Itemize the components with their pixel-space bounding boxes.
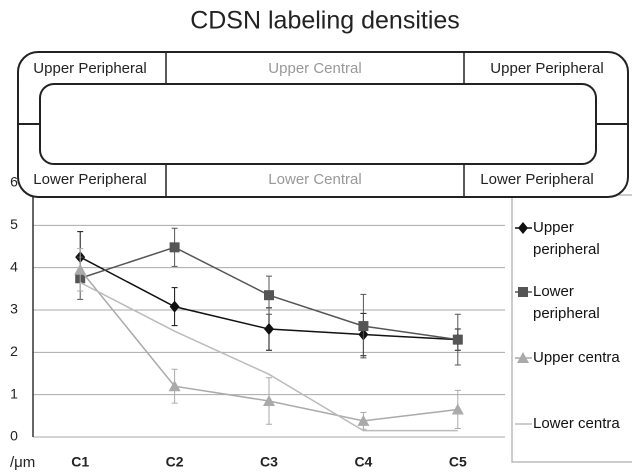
chart-title: CDSN labeling densities	[190, 7, 460, 35]
point	[452, 403, 464, 414]
legend-label: Lower peripheral	[533, 281, 632, 325]
x-tick-label: C5	[449, 454, 467, 470]
region-label: Upper Peripheral	[33, 60, 146, 77]
region-label: Lower Peripheral	[33, 171, 146, 188]
legend-label: Lower centra	[533, 413, 632, 435]
inner-frame	[40, 84, 596, 164]
x-tick-label: C4	[354, 454, 372, 470]
point	[74, 264, 86, 275]
legend-label: Upper centra	[533, 347, 632, 369]
y-tick-label: 0	[10, 428, 18, 444]
x-tick-label: C3	[260, 454, 278, 470]
y-tick-label: 6	[10, 174, 18, 190]
region-label: Lower Peripheral	[480, 171, 593, 188]
y-tick-label: 5	[10, 216, 18, 232]
region-label: Upper Peripheral	[490, 60, 603, 77]
point	[170, 242, 180, 252]
point	[358, 321, 368, 331]
point	[264, 290, 274, 300]
region-label: Lower Central	[268, 171, 361, 188]
y-tick-label: 4	[10, 258, 18, 274]
region-label: Upper Central	[268, 60, 361, 77]
point	[264, 323, 274, 335]
y-tick-label: 3	[10, 301, 18, 317]
diagram: Upper Peripheral Upper Central Upper Per…	[18, 52, 628, 197]
x-tick-label: C2	[166, 454, 184, 470]
page: CDSN labeling densities /μm 0 1 2 3 4 5 6 C1 C2 C…	[0, 0, 632, 476]
legend-marker	[518, 287, 528, 297]
legend-label: Upper peripheral	[533, 217, 632, 261]
x-tick-label: C1	[71, 454, 89, 470]
y-tick-label: 2	[10, 343, 18, 359]
y-tick-label: 1	[10, 385, 18, 401]
point	[453, 335, 463, 345]
point	[170, 301, 180, 313]
y-axis-label: /μm	[10, 454, 35, 471]
plot-area: 0 1 2 3 4 5 6 C1 C2 C3 C4 C5	[10, 174, 505, 470]
